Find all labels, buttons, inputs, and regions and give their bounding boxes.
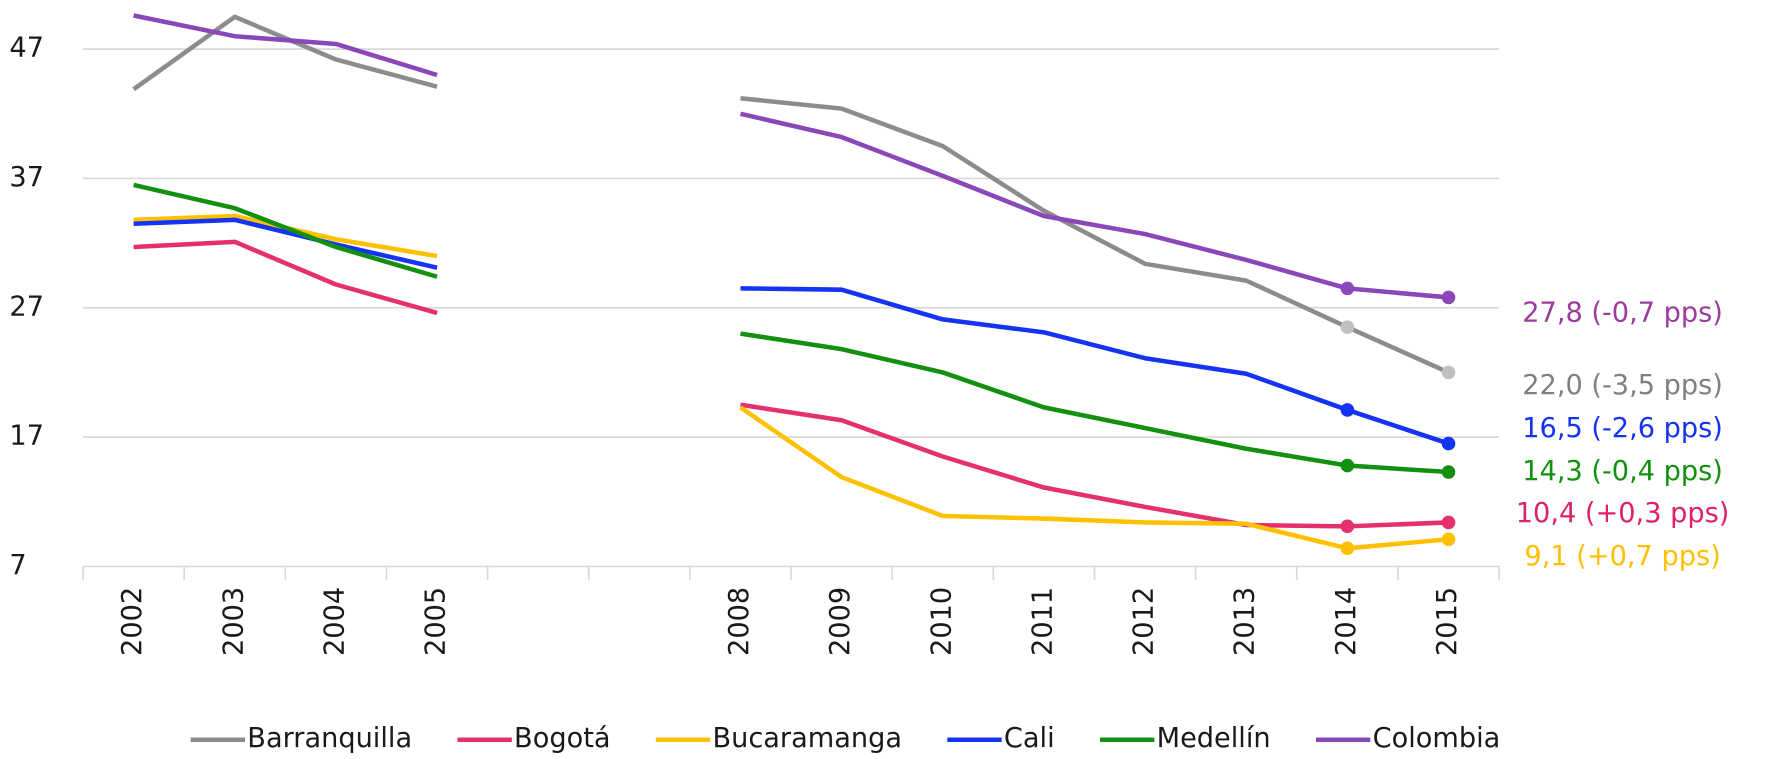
- x-tick-label: 2005: [421, 587, 452, 656]
- x-tick-label: 2009: [825, 587, 856, 656]
- end-label: 10,4 (+0,3 pps): [1516, 498, 1730, 529]
- end-label: 9,1 (+0,7 pps): [1524, 541, 1720, 572]
- marker: [1340, 519, 1355, 534]
- x-tick-label: 2013: [1230, 587, 1261, 656]
- x-tick-label: 2010: [926, 587, 957, 656]
- marker: [1340, 403, 1355, 417]
- marker: [1441, 515, 1456, 530]
- end-label: 14,3 (-0,4 pps): [1522, 456, 1723, 487]
- x-tick-label: 2011: [1027, 587, 1058, 656]
- series-line: [132, 14, 1450, 375]
- x-tick-label: 2008: [724, 587, 755, 656]
- series-line: [133, 213, 1449, 551]
- marker: [1441, 290, 1456, 305]
- marker: [1340, 541, 1355, 556]
- marker: [1441, 365, 1456, 380]
- series-line: [133, 217, 1450, 446]
- legend-label: Bogotá: [514, 723, 610, 754]
- end-label: 27,8 (-0,7 pps): [1522, 297, 1723, 328]
- y-tick-label: 7: [9, 550, 26, 581]
- legend-label: Cali: [1004, 723, 1055, 754]
- end-label: 16,5 (-2,6 pps): [1522, 413, 1723, 444]
- legend-label: Barranquilla: [247, 723, 412, 754]
- legend-label: Medellín: [1157, 723, 1271, 754]
- x-tick-label: 2002: [117, 587, 148, 656]
- x-tick-label: 2015: [1432, 587, 1463, 656]
- x-tick-label: 2003: [218, 587, 249, 656]
- y-tick-label: 37: [9, 162, 44, 193]
- x-tick-label: 2004: [319, 587, 350, 656]
- marker: [1441, 436, 1456, 451]
- x-tick-label: 2012: [1129, 587, 1160, 656]
- series-line: [133, 13, 1449, 300]
- end-label: 22,0 (-3,5 pps): [1522, 370, 1723, 401]
- legend-label: Bucaramanga: [712, 723, 902, 754]
- y-tick-label: 27: [9, 291, 44, 322]
- marker: [1340, 458, 1355, 473]
- series-line: [133, 239, 1449, 529]
- marker: [1441, 532, 1456, 547]
- marker: [1441, 465, 1456, 479]
- series-line: [133, 182, 1449, 475]
- legend-label: Colombia: [1373, 723, 1501, 754]
- x-tick-label: 2014: [1331, 587, 1362, 656]
- marker: [1340, 281, 1355, 296]
- y-tick-label: 47: [9, 33, 44, 64]
- marker: [1340, 320, 1355, 334]
- y-tick-label: 17: [9, 421, 44, 452]
